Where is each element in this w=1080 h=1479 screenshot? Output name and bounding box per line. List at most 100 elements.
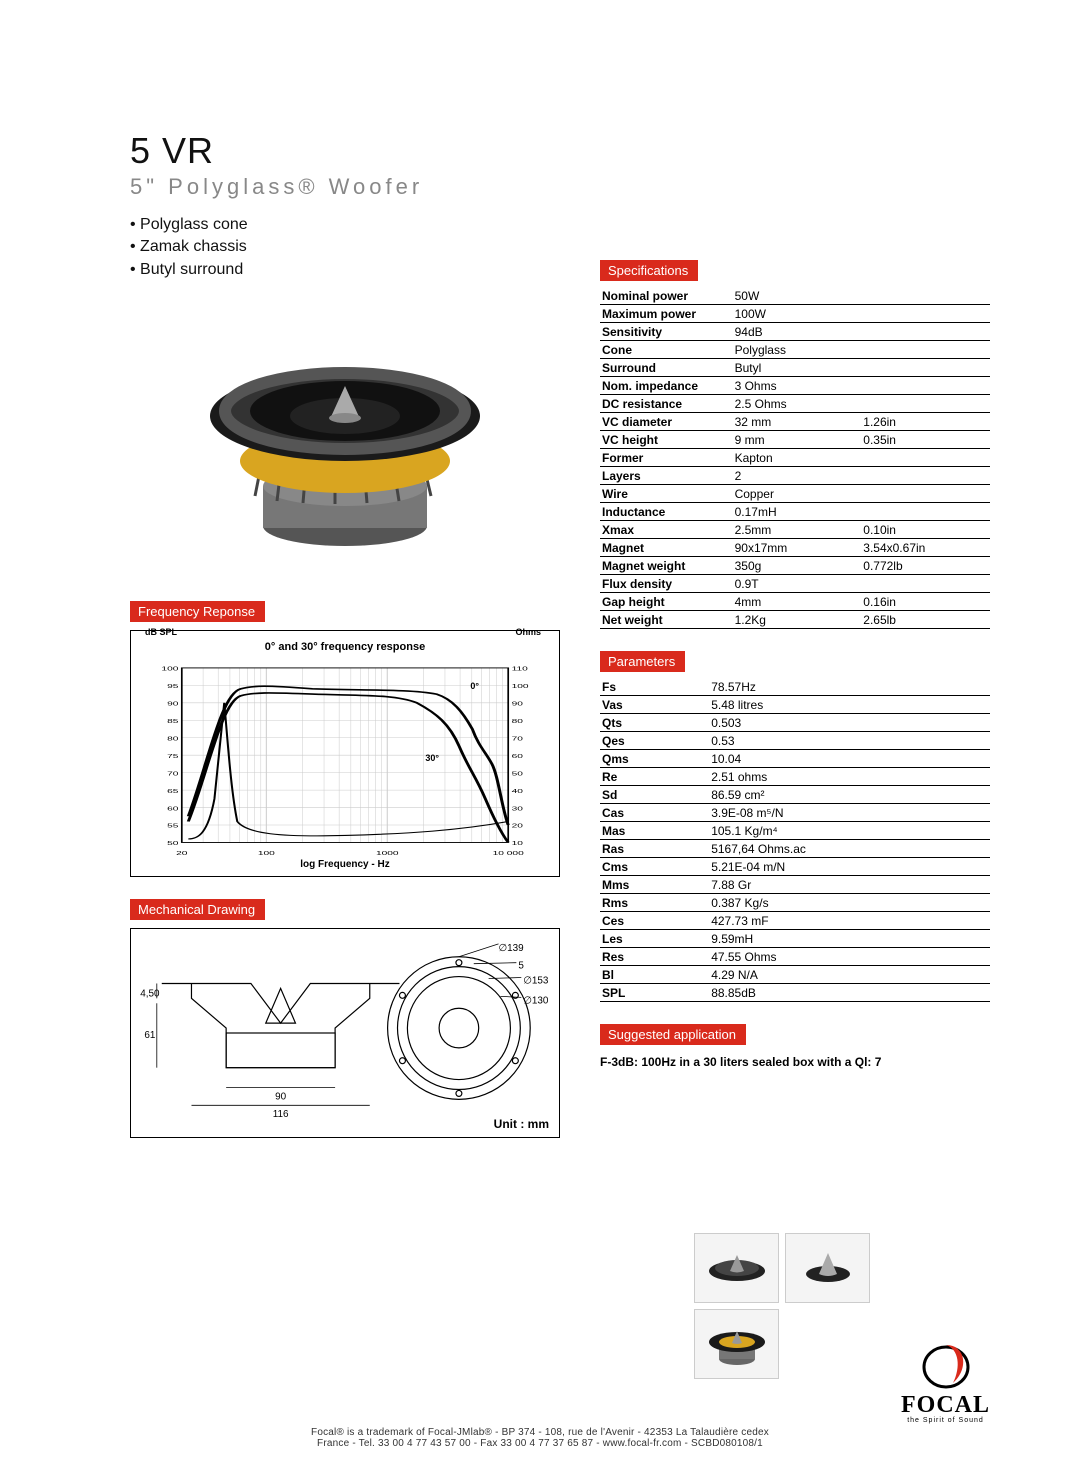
table-row: Nom. impedance3 Ohms	[600, 377, 990, 395]
mechanical-drawing: 4,50 61 90 116	[130, 928, 560, 1138]
svg-text:90: 90	[275, 1092, 287, 1103]
table-row: Qms10.04	[600, 750, 990, 768]
svg-text:95: 95	[167, 684, 179, 690]
table-row: Ras5167,64 Ohms.ac	[600, 840, 990, 858]
svg-text:∅139: ∅139	[499, 943, 525, 954]
table-row: Qts0.503	[600, 714, 990, 732]
parameters-table: Fs78.57HzVas5.48 litresQts0.503Qes0.53Qm…	[600, 678, 990, 1002]
page-header: 5 VR 5" Polyglass® Woofer	[130, 130, 990, 200]
frequency-response-chart: 0° and 30° frequency response dB SPL Ohm…	[130, 630, 560, 877]
table-row: Xmax2.5mm0.10in	[600, 521, 990, 539]
table-row: SPL88.85dB	[600, 984, 990, 1002]
table-row: Qes0.53	[600, 732, 990, 750]
section-suggested-application: Suggested application	[600, 1024, 746, 1045]
svg-text:61: 61	[144, 1030, 156, 1041]
footer-line-2: France - Tel. 33 00 4 77 43 57 00 - Fax …	[90, 1438, 990, 1449]
table-row: ConePolyglass	[600, 341, 990, 359]
suggested-application-text: F-3dB: 100Hz in a 30 liters sealed box w…	[600, 1055, 990, 1069]
footer-line-1: Focal® is a trademark of Focal-JMlab® - …	[90, 1427, 990, 1438]
svg-text:50: 50	[512, 771, 524, 777]
table-row: Sd86.59 cm²	[600, 786, 990, 804]
svg-text:75: 75	[167, 753, 179, 759]
brand-tagline: the Spirit of Sound	[901, 1417, 990, 1424]
svg-text:110: 110	[512, 666, 529, 672]
svg-text:30: 30	[512, 806, 524, 812]
table-row: Rms0.387 Kg/s	[600, 894, 990, 912]
bullet-item: Polyglass cone	[130, 214, 560, 236]
svg-text:20: 20	[512, 823, 524, 829]
chart-xlabel: log Frequency - Hz	[141, 859, 549, 870]
table-row: DC resistance2.5 Ohms	[600, 395, 990, 413]
svg-text:70: 70	[167, 771, 179, 777]
table-row: Les9.59mH	[600, 930, 990, 948]
svg-text:∅130: ∅130	[523, 995, 549, 1006]
svg-text:60: 60	[167, 806, 179, 812]
brand-name: FOCAL	[901, 1392, 990, 1419]
svg-text:70: 70	[512, 736, 524, 742]
table-row: Ces427.73 mF	[600, 912, 990, 930]
svg-text:50: 50	[167, 841, 179, 847]
product-title: 5 VR	[130, 130, 990, 172]
table-row: Mms7.88 Gr	[600, 876, 990, 894]
table-row: VC height9 mm0.35in	[600, 431, 990, 449]
svg-text:80: 80	[512, 719, 524, 725]
chart-ylabel-right: Ohms	[515, 627, 541, 637]
feature-bullets: Polyglass cone Zamak chassis Butyl surro…	[130, 214, 560, 281]
table-row: Re2.51 ohms	[600, 768, 990, 786]
table-row: Inductance0.17mH	[600, 503, 990, 521]
svg-text:5: 5	[518, 961, 524, 972]
section-frequency-response: Frequency Reponse	[130, 601, 265, 622]
svg-text:100: 100	[512, 684, 530, 690]
table-row: Layers2	[600, 467, 990, 485]
table-row: Magnet90x17mm3.54x0.67in	[600, 539, 990, 557]
mechanical-unit-label: Unit : mm	[494, 1117, 549, 1131]
svg-text:10 000: 10 000	[493, 851, 525, 857]
table-row: SurroundButyl	[600, 359, 990, 377]
svg-text:55: 55	[167, 823, 179, 829]
section-specifications: Specifications	[600, 260, 698, 281]
svg-text:1000: 1000	[376, 851, 399, 857]
svg-text:10: 10	[512, 841, 524, 847]
svg-text:20: 20	[176, 851, 188, 857]
section-mechanical-drawing: Mechanical Drawing	[130, 899, 265, 920]
table-row: Net weight1.2Kg2.65lb	[600, 611, 990, 629]
thumbnail-1	[694, 1233, 779, 1303]
svg-text:65: 65	[167, 788, 179, 794]
table-row: Fs78.57Hz	[600, 678, 990, 696]
svg-text:∅153: ∅153	[523, 976, 549, 987]
table-row: Sensitivity94dB	[600, 323, 990, 341]
svg-text:100: 100	[258, 851, 276, 857]
brand-logo: FOCAL the Spirit of Sound	[901, 1339, 990, 1424]
svg-text:80: 80	[167, 736, 179, 742]
product-thumbnails	[694, 1233, 870, 1379]
table-row: Bl4.29 N/A	[600, 966, 990, 984]
chart-trace-30deg-label: 30°	[425, 753, 439, 763]
chart-trace-0deg-label: 0°	[470, 681, 479, 691]
table-row: Mas105.1 Kg/m⁴	[600, 822, 990, 840]
table-row: Res47.55 Ohms	[600, 948, 990, 966]
page-footer: Focal® is a trademark of Focal-JMlab® - …	[90, 1427, 990, 1449]
table-row: Cms5.21E-04 m/N	[600, 858, 990, 876]
chart-title: 0° and 30° frequency response	[141, 641, 549, 653]
table-row: VC diameter32 mm1.26in	[600, 413, 990, 431]
specifications-table: Nominal power50WMaximum power100WSensiti…	[600, 287, 990, 629]
thumbnail-3	[694, 1309, 779, 1379]
svg-text:40: 40	[512, 788, 524, 794]
table-row: Magnet weight350g0.772lb	[600, 557, 990, 575]
table-row: Gap height4mm0.16in	[600, 593, 990, 611]
thumbnail-2	[785, 1233, 870, 1303]
product-subtitle: 5" Polyglass® Woofer	[130, 174, 990, 200]
table-row: Vas5.48 litres	[600, 696, 990, 714]
svg-text:100: 100	[161, 666, 179, 672]
bullet-item: Zamak chassis	[130, 236, 560, 258]
table-row: Cas3.9E-08 m⁵/N	[600, 804, 990, 822]
chart-ylabel-left: dB SPL	[145, 627, 177, 637]
svg-text:90: 90	[512, 701, 524, 707]
section-parameters: Parameters	[600, 651, 685, 672]
svg-text:60: 60	[512, 753, 524, 759]
table-row: WireCopper	[600, 485, 990, 503]
svg-text:85: 85	[167, 719, 179, 725]
bullet-item: Butyl surround	[130, 259, 560, 281]
svg-text:90: 90	[167, 701, 179, 707]
table-row: FormerKapton	[600, 449, 990, 467]
